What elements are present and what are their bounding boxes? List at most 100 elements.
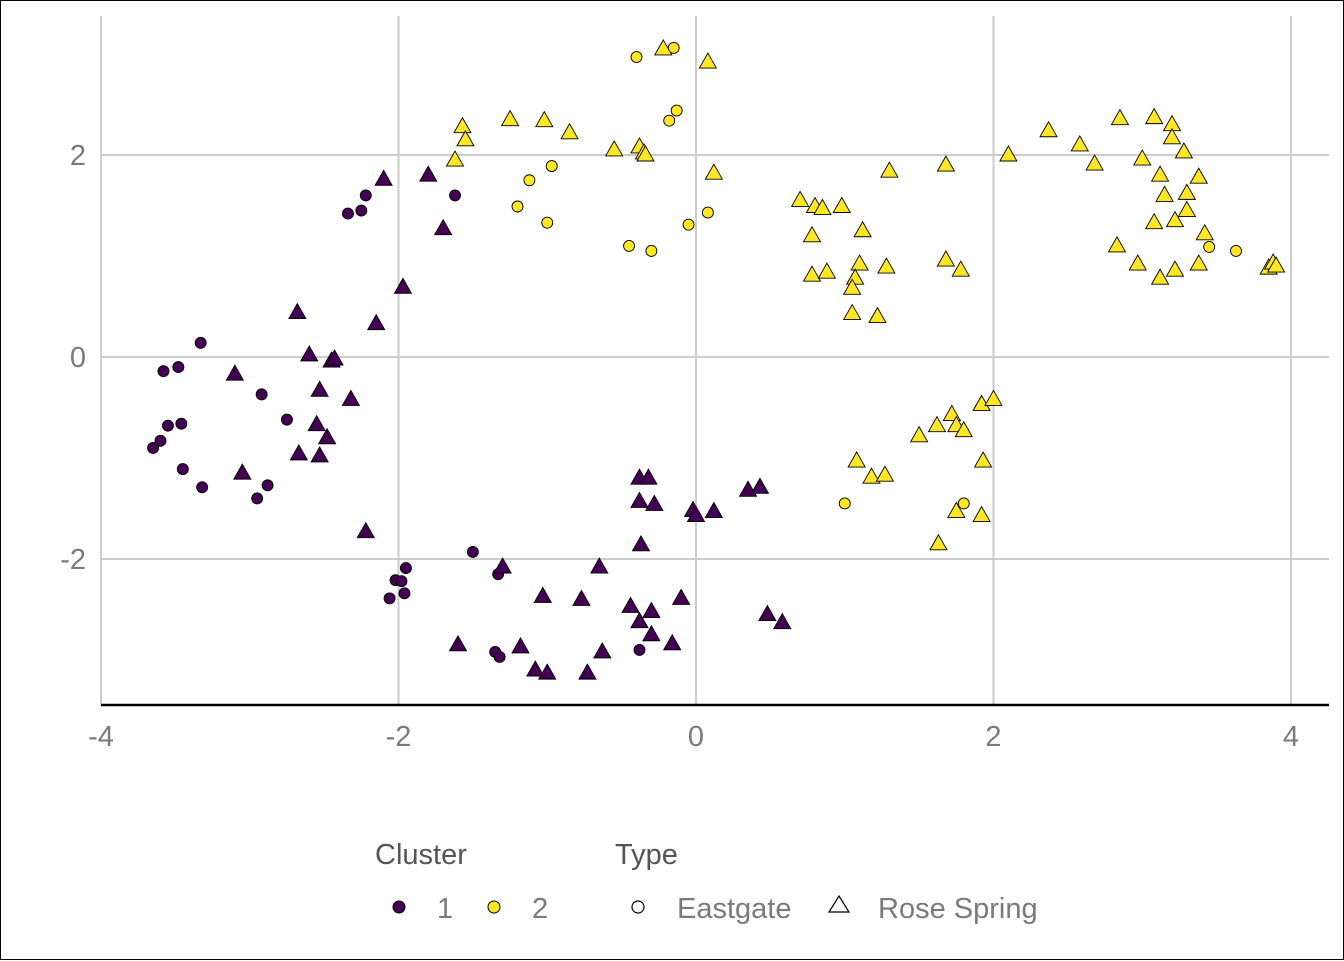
point-cluster-2-rose-spring [1189,167,1209,184]
point-cluster-1-rose-spring [448,634,468,652]
point-cluster-2-rose-spring [1144,212,1164,230]
point-cluster-2-rose-spring [1155,185,1174,202]
point-cluster-2-rose-spring [853,220,872,238]
point-cluster-2-rose-spring [1174,142,1194,159]
legend-label-eastgate: Eastgate [677,893,791,925]
point-cluster-1-rose-spring [433,218,453,236]
point-cluster-1-rose-spring [288,302,307,320]
point-cluster-1-eastgate [261,479,274,492]
point-cluster-1-rose-spring [578,663,597,680]
grid-lines [100,16,1329,705]
point-cluster-2-rose-spring [845,268,865,285]
point-cluster-1-rose-spring [773,612,792,630]
y-tick-label: 0 [70,342,86,374]
point-cluster-2-rose-spring [453,116,472,134]
point-cluster-1-rose-spring [317,427,337,445]
point-cluster-2-rose-spring [456,129,475,147]
point-cluster-1-rose-spring [325,349,344,366]
point-cluster-1-rose-spring [307,414,326,432]
point-cluster-1-rose-spring [621,596,640,613]
point-cluster-1-rose-spring [526,660,545,677]
point-cluster-1-eastgate [161,419,174,432]
point-cluster-1-eastgate [176,463,189,476]
point-cluster-2-rose-spring [604,140,624,157]
point-cluster-2-rose-spring [1110,108,1130,126]
point-cluster-1-eastgate [280,413,293,426]
point-cluster-2-rose-spring [560,122,579,140]
point-cluster-1-eastgate [194,336,207,349]
point-cluster-1-eastgate [154,434,167,447]
point-cluster-1-rose-spring [366,313,386,331]
point-cluster-2-eastgate [545,160,558,173]
point-cluster-1-rose-spring [493,557,512,574]
point-cluster-2-rose-spring [929,533,948,551]
point-cluster-1-rose-spring [533,586,553,603]
point-cluster-2-rose-spring [1177,183,1197,200]
legend-key-cluster-2 [487,900,501,914]
point-cluster-2-rose-spring [1128,254,1148,271]
point-cluster-2-rose-spring [927,415,947,433]
point-cluster-1-eastgate [395,575,408,588]
point-cluster-2-rose-spring [1165,260,1185,277]
point-cluster-1-eastgate [398,587,411,600]
point-cluster-1-rose-spring [750,477,770,494]
point-cluster-2-rose-spring [999,145,1018,162]
point-cluster-1-eastgate [341,207,354,220]
point-cluster-1-eastgate [383,592,396,605]
point-cluster-1-rose-spring [671,588,691,605]
point-cluster-1-rose-spring [758,604,777,621]
point-cluster-2-eastgate [523,174,536,187]
legend-key-rose-spring [827,894,851,913]
point-cluster-1-rose-spring [225,364,245,381]
legend-key-eastgate [631,900,645,914]
point-cluster-1-rose-spring [642,624,661,642]
point-cluster-2-eastgate [630,51,643,63]
point-cluster-2-rose-spring [984,389,1003,406]
legend-key-cluster-1 [392,900,406,914]
point-cluster-2-rose-spring [947,501,966,518]
point-cluster-1-rose-spring [356,521,376,539]
point-cluster-2-rose-spring [813,198,832,215]
point-cluster-1-rose-spring [310,380,329,397]
point-cluster-2-rose-spring [1085,154,1104,171]
point-cluster-1-rose-spring [704,501,724,518]
point-cluster-2-rose-spring [1195,223,1214,241]
point-cluster-1-rose-spring [289,444,309,461]
point-cluster-1-rose-spring [590,557,609,574]
point-cluster-1-eastgate [633,643,646,656]
point-cluster-2-rose-spring [875,465,895,482]
point-cluster-1-rose-spring [418,165,438,182]
point-cluster-2-rose-spring [817,262,837,279]
point-cluster-2-eastgate [1203,240,1216,253]
point-cluster-2-eastgate [682,218,695,231]
legend-label-cluster-2: 2 [532,893,548,925]
point-cluster-2-rose-spring [972,505,991,523]
point-cluster-2-rose-spring [1132,149,1152,166]
point-cluster-1-rose-spring [662,633,682,651]
point-cluster-2-eastgate [838,497,851,510]
x-tick-label: 2 [985,721,1001,753]
point-cluster-2-rose-spring [973,451,993,468]
point-cluster-2-rose-spring [951,260,971,277]
point-cluster-2-rose-spring [972,394,991,411]
point-cluster-1-rose-spring [341,389,361,406]
point-cluster-2-rose-spring [500,109,520,127]
point-cluster-2-rose-spring [832,196,852,213]
point-cluster-2-eastgate [670,104,683,117]
point-cluster-2-rose-spring [877,257,896,274]
point-cluster-2-eastgate [957,497,970,510]
point-cluster-1-eastgate [399,562,412,575]
point-cluster-2-rose-spring [535,110,554,128]
point-cluster-2-rose-spring [1165,210,1185,228]
data-points [147,39,1286,680]
legend: Cluster Type 1 2 Eastgate Rose Spring [375,839,1038,925]
point-cluster-1-rose-spring [233,463,252,480]
point-cluster-1-rose-spring [374,169,393,186]
point-cluster-2-rose-spring [954,420,974,438]
point-cluster-2-rose-spring [1150,165,1170,182]
point-cluster-2-rose-spring [847,451,866,468]
point-cluster-2-rose-spring [880,161,899,178]
point-cluster-2-eastgate [701,206,714,219]
point-cluster-2-eastgate [1230,244,1242,257]
